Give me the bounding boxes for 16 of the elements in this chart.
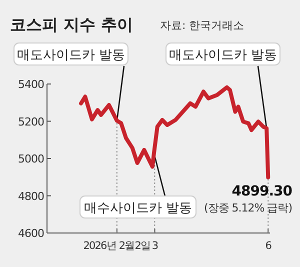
x-tick-label: 2026년 2월2일 bbox=[83, 240, 151, 252]
annotation: 매도사이드카 발동 bbox=[168, 48, 278, 63]
chart-title: 코스피 지수 추이 bbox=[10, 15, 134, 34]
y-tick-label: 4800 bbox=[18, 190, 44, 203]
y-tick-label: 5400 bbox=[18, 78, 44, 91]
annotation: 매도사이드카 발동 bbox=[16, 48, 126, 63]
x-tick-label: 6 bbox=[265, 240, 272, 252]
y-tick-label: 5000 bbox=[18, 152, 44, 166]
annotation: (장중 5.12% 급락) bbox=[204, 201, 292, 214]
text: 자료: 한국거래소 bbox=[160, 19, 244, 32]
annotation: 매수사이드카 발동 bbox=[84, 201, 192, 216]
x-tick-label: 3 bbox=[152, 240, 158, 252]
y-tick-label: 4600 bbox=[18, 227, 44, 240]
y-tick-label: 5200 bbox=[18, 115, 44, 128]
line-series bbox=[79, 85, 270, 180]
data-label: 4899.30 bbox=[232, 183, 293, 200]
